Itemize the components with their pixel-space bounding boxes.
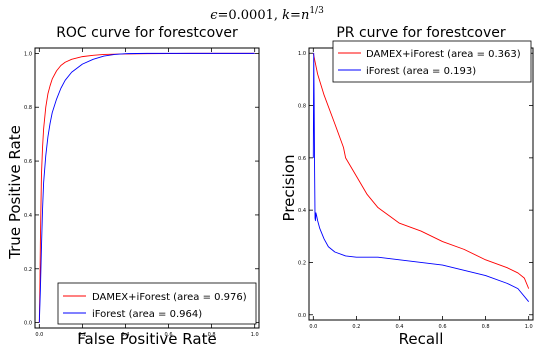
roc-ytick-label-1: 0.2 (24, 267, 32, 273)
roc-xtick-label-4: 0.8 (208, 332, 216, 338)
pr-ytick-label-2: 0.4 (298, 208, 306, 214)
pr-ylabel: Precision (280, 155, 298, 222)
pr-ytick-label-0: 0.0 (298, 313, 306, 319)
roc-xtick-label-1: 0.2 (78, 332, 86, 338)
pr-xtick-label-1: 0.2 (352, 324, 360, 330)
roc-title: ROC curve for forestcover (56, 25, 238, 41)
figure-suptitle: ϵ=0.0001, k=n1/3 (210, 6, 324, 23)
roc-legend-label-iforest: iForest (area = 0.964) (92, 309, 202, 320)
suptitle-exponent: 1/3 (309, 6, 324, 16)
pr-plot-area (308, 47, 534, 321)
roc-series-1-line (38, 52, 255, 323)
pr-ytick-label-5: 1.0 (298, 51, 306, 57)
pr-legend-box (332, 40, 532, 83)
roc-curves (38, 52, 255, 323)
roc-panel: ROC curve for forestcover False Positive… (6, 25, 260, 346)
roc-ytick-label-0: 0.0 (24, 321, 32, 327)
suptitle-n: n (301, 8, 309, 23)
pr-xtick-label-4: 0.8 (482, 324, 490, 330)
suptitle-epsilon: ϵ (210, 8, 218, 23)
pr-ticks: 0.0 0.2 0.4 0.6 0.8 1.0 0.0 0.2 0.4 0.6 0.8 1.0 (298, 48, 533, 330)
roc-ytick-label-2: 0.4 (24, 213, 32, 219)
pr-ytick-label-3: 0.6 (298, 156, 306, 162)
roc-legend-box (57, 282, 257, 325)
pr-ytick-label-1: 0.2 (298, 260, 306, 266)
pr-panel: PR curve for forestcover Recall Precisio… (280, 25, 534, 346)
roc-xtick-label-5: 1.0 (251, 332, 259, 338)
roc-ytick-label-3: 0.6 (24, 159, 32, 165)
roc-xtick-label-0: 0.0 (35, 332, 43, 338)
roc-ytick-label-5: 1.0 (24, 51, 32, 57)
pr-legend-label-iforest: iForest (area = 0.193) (366, 66, 476, 77)
pr-legend-label-damex: DAMEX+iForest (area = 0.363) (366, 49, 521, 60)
pr-xtick-label-0: 0.0 (309, 324, 317, 330)
pr-ytick-label-4: 0.8 (298, 104, 306, 110)
pr-xtick-label-5: 1.0 (525, 324, 533, 330)
roc-xtick-label-2: 0.4 (121, 332, 129, 338)
roc-xlabel: False Positive Rate (77, 330, 216, 346)
pr-series-0-line (312, 53, 530, 289)
roc-legend: DAMEX+iForest (area = 0.976) iForest (ar… (57, 282, 257, 325)
pr-xtick-label-3: 0.6 (439, 324, 447, 330)
pr-series-1-line (312, 52, 530, 302)
suptitle-eps-value: =0.0001, (217, 8, 282, 23)
suptitle-k: k (282, 8, 290, 23)
roc-ticks: 0.0 0.2 0.4 0.6 0.8 1.0 0.0 0.2 0.4 0.6 0.8 1.0 (24, 48, 259, 338)
roc-ylabel: True Positive Rate (6, 125, 24, 260)
roc-legend-label-damex: DAMEX+iForest (area = 0.976) (92, 292, 247, 303)
roc-series-0-line (38, 52, 255, 323)
pr-xtick-label-2: 0.4 (395, 324, 403, 330)
pr-xlabel: Recall (399, 330, 444, 346)
suptitle-k-eq: = (290, 8, 301, 23)
pr-legend: DAMEX+iForest (area = 0.363) iForest (ar… (332, 40, 532, 83)
pr-title: PR curve for forestcover (336, 25, 505, 41)
pr-curves (312, 52, 530, 302)
roc-xtick-label-3: 0.6 (165, 332, 173, 338)
roc-plot-area (34, 47, 260, 329)
roc-ytick-label-4: 0.8 (24, 105, 32, 111)
